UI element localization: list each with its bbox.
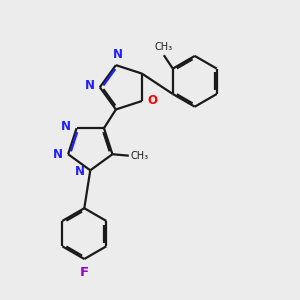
Text: N: N — [112, 48, 122, 61]
Text: N: N — [75, 165, 85, 178]
Text: CH₃: CH₃ — [130, 151, 148, 161]
Text: CH₃: CH₃ — [155, 42, 173, 52]
Text: N: N — [53, 148, 63, 161]
Text: F: F — [80, 266, 89, 279]
Text: O: O — [147, 94, 157, 107]
Text: N: N — [61, 120, 71, 133]
Text: N: N — [85, 79, 94, 92]
